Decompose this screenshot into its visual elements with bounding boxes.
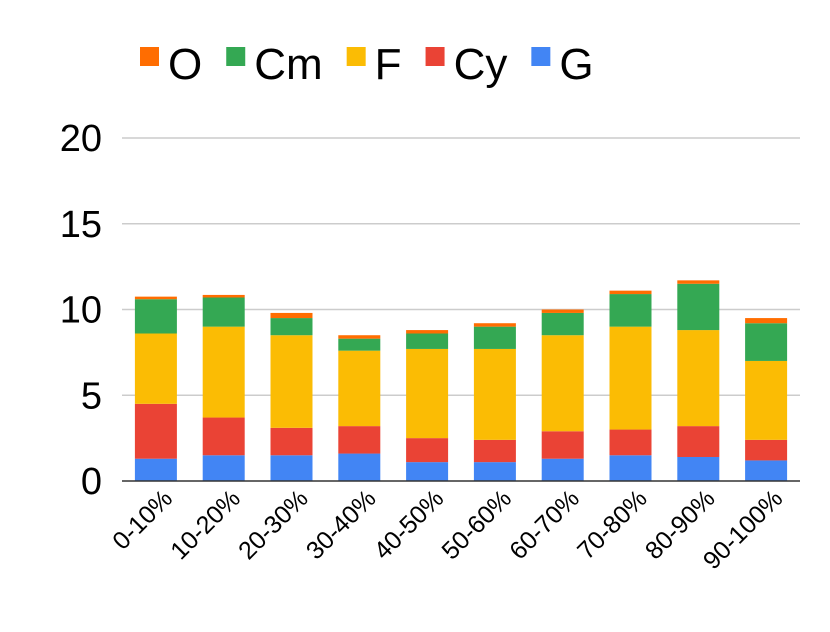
bar-f-40-50	[406, 348, 449, 439]
legend-label-cy: Cy	[454, 40, 508, 89]
bar-cy-0-10	[134, 403, 177, 459]
bar-g-40-50	[406, 462, 449, 481]
bar-cm-40-50	[406, 333, 449, 349]
bar-cy-10-20	[202, 417, 245, 456]
bar-f-90-100	[745, 360, 788, 440]
bar-f-10-20	[202, 326, 245, 418]
y-tick-label: 15	[60, 204, 102, 246]
bar-cm-30-40	[338, 338, 381, 351]
bar-f-20-30	[270, 335, 313, 428]
legend-swatch-cy	[425, 47, 445, 66]
bar-g-20-30	[270, 455, 313, 481]
y-tick-label: 10	[60, 290, 102, 332]
bar-cm-70-80	[609, 294, 652, 327]
bar-cy-80-90	[677, 426, 720, 457]
y-tick-label: 20	[60, 118, 102, 160]
bar-cm-10-20	[202, 297, 245, 327]
bar-f-0-10	[134, 333, 177, 404]
bar-g-90-100	[745, 460, 788, 481]
bar-o-0-10	[134, 296, 177, 300]
legend: O Cm F Cy G	[140, 40, 594, 89]
bar-cm-20-30	[270, 318, 313, 336]
bar-f-50-60	[473, 348, 516, 440]
x-tick-label: 70-80%	[572, 484, 653, 565]
bar-g-70-80	[609, 455, 652, 481]
bar-o-30-40	[338, 335, 381, 339]
x-tick-label: 20-30%	[233, 484, 314, 565]
bar-o-90-100	[745, 318, 788, 324]
bar-f-80-90	[677, 330, 720, 427]
y-tick-label: 0	[81, 461, 102, 503]
bar-cy-70-80	[609, 429, 652, 456]
bar-cm-50-60	[473, 326, 516, 349]
x-tick-label: 40-50%	[369, 484, 450, 565]
bar-g-60-70	[541, 458, 584, 481]
x-tick-label: 60-70%	[504, 484, 585, 565]
y-axis: 0 5 10 15 20	[60, 118, 102, 503]
legend-swatch-o	[140, 47, 159, 66]
legend-swatch-g	[531, 47, 551, 66]
x-tick-label: 30-40%	[301, 484, 382, 565]
bar-cm-80-90	[677, 283, 720, 331]
legend-swatch-f	[346, 47, 366, 66]
legend-label-f: F	[375, 40, 402, 89]
legend-swatch-cm	[226, 47, 246, 66]
bar-o-20-30	[270, 312, 313, 319]
bar-o-10-20	[202, 294, 245, 298]
bar-cy-90-100	[745, 439, 788, 461]
x-tick-label: 50-60%	[436, 484, 517, 565]
bar-cy-30-40	[338, 426, 381, 454]
bar-cm-0-10	[134, 299, 177, 334]
bar-g-50-60	[473, 462, 516, 481]
y-tick-label: 5	[81, 375, 102, 417]
bar-f-60-70	[541, 335, 584, 432]
bar-o-40-50	[406, 330, 449, 334]
bar-cm-90-100	[745, 323, 788, 361]
bars	[134, 280, 788, 481]
bar-cy-40-50	[406, 438, 449, 463]
bar-o-50-60	[473, 323, 516, 327]
x-tick-label: 10-20%	[165, 484, 246, 565]
bar-o-70-80	[609, 290, 652, 295]
legend-label-cm: Cm	[254, 40, 322, 89]
bar-cm-60-70	[541, 312, 584, 336]
bar-o-60-70	[541, 309, 584, 313]
bar-g-0-10	[134, 458, 177, 481]
bar-o-80-90	[677, 280, 720, 284]
legend-label-o: O	[168, 40, 202, 89]
bar-g-30-40	[338, 453, 381, 481]
bar-f-30-40	[338, 350, 381, 427]
x-axis: 0-10%10-20%20-30%30-40%40-50%50-60%60-70…	[107, 480, 800, 575]
bar-g-80-90	[677, 456, 720, 481]
legend-label-g: G	[559, 40, 593, 89]
bar-cy-50-60	[473, 439, 516, 463]
bar-g-10-20	[202, 455, 245, 481]
bar-cy-20-30	[270, 427, 313, 456]
bar-f-70-80	[609, 326, 652, 430]
bar-cy-60-70	[541, 431, 584, 459]
